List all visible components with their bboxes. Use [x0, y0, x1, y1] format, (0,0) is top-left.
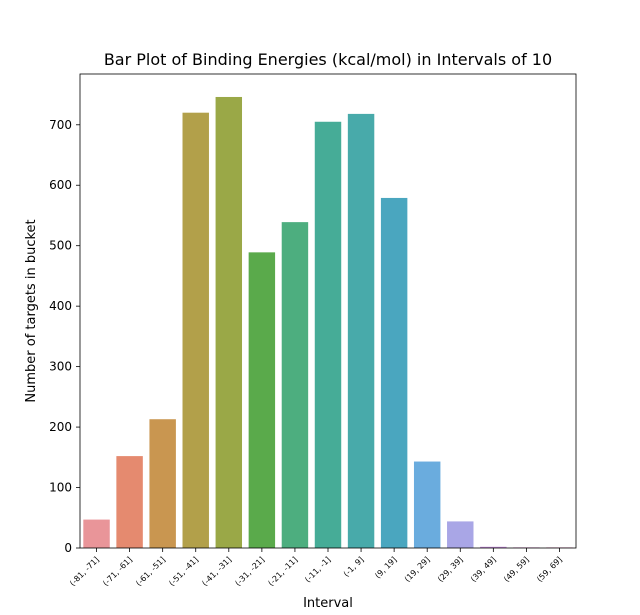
x-tick-label-10: (19, 29] — [403, 555, 432, 584]
bar-11 — [447, 521, 474, 548]
y-tick-label-2: 200 — [49, 420, 72, 434]
bar-8 — [347, 113, 375, 549]
bar-0 — [83, 519, 110, 548]
y-tick-label-1: 100 — [49, 481, 72, 495]
x-tick-label-3: (-51, -41] — [167, 555, 200, 588]
bar-7 — [314, 121, 342, 548]
x-tick-label-8: (-1, 9] — [342, 555, 366, 579]
bar-6 — [281, 222, 309, 549]
bar-10 — [413, 461, 441, 548]
bar-2 — [149, 419, 176, 548]
x-axis-ticks: (-81, -71] (-71, -61] (-61, -51] (-51, -41]… — [68, 548, 564, 588]
x-tick-label-7: (-11, -1] — [303, 555, 332, 584]
bar-5 — [248, 252, 276, 548]
bar-1 — [116, 456, 143, 548]
x-tick-label-14: (59, 69] — [535, 555, 564, 584]
x-tick-label-0: (-81, -71] — [68, 555, 101, 588]
x-tick-label-12: (39, 49] — [469, 555, 498, 584]
y-tick-label-0: 0 — [64, 541, 72, 555]
y-axis-label: Number of targets in bucket — [24, 219, 39, 402]
bar-9 — [380, 197, 408, 548]
bar-3 — [182, 112, 209, 548]
y-axis-ticks: 0 100 200 300 400 500 600 700 — [49, 118, 80, 555]
y-tick-label-6: 600 — [49, 178, 72, 192]
x-tick-label-1: (-71, -61] — [101, 555, 134, 588]
y-tick-label-3: 300 — [49, 360, 72, 374]
y-tick-label-7: 700 — [49, 118, 72, 132]
y-tick-label-4: 400 — [49, 299, 72, 313]
x-tick-label-13: (49, 59] — [502, 555, 531, 584]
x-tick-label-2: (-61, -51] — [134, 555, 167, 588]
y-tick-label-5: 500 — [49, 239, 72, 253]
x-tick-label-4: (-41, -31] — [200, 555, 233, 588]
x-tick-label-6: (-21, -11] — [266, 555, 299, 588]
bar-12 — [480, 546, 507, 548]
bars — [83, 96, 573, 549]
x-tick-label-9: (9, 19] — [373, 555, 398, 580]
x-tick-label-5: (-31, -21] — [233, 555, 266, 588]
bar-4 — [215, 96, 243, 548]
x-axis-label: Interval — [303, 596, 353, 611]
chart-title: Bar Plot of Binding Energies (kcal/mol) … — [104, 50, 552, 69]
x-tick-label-11: (29, 39] — [436, 555, 465, 584]
plot-frame — [79, 73, 577, 549]
